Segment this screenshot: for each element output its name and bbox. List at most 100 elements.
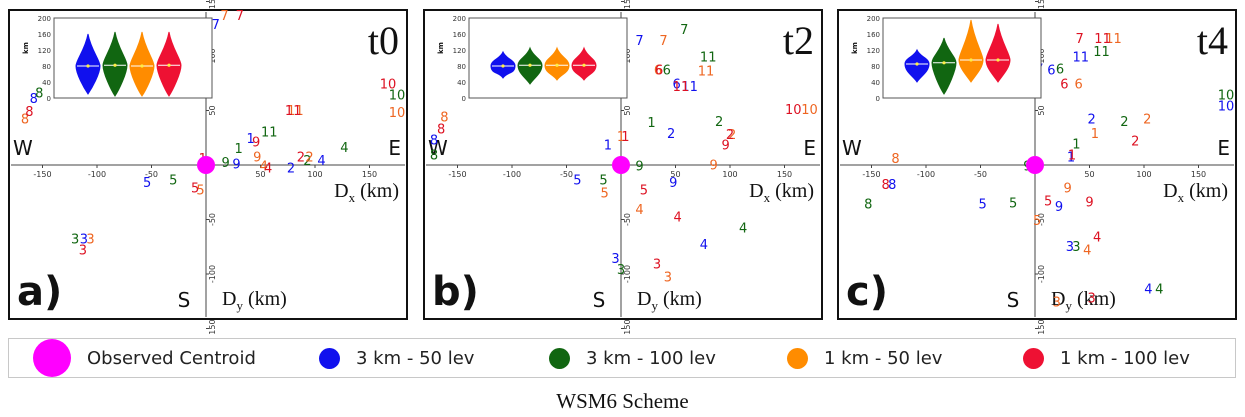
inset-axis-label: km (22, 42, 30, 54)
y-tick-label: -150 (1037, 319, 1046, 335)
data-point: 9 (253, 151, 261, 166)
data-point: 11 (700, 50, 717, 65)
data-point: 8 (430, 149, 438, 164)
data-point: 9 (1064, 181, 1072, 196)
data-point: 3 (1088, 291, 1096, 306)
data-point: 11 (698, 65, 715, 80)
data-point: 2 (1088, 113, 1096, 128)
x-tick-label: 50 (255, 170, 265, 179)
data-point: 3 (80, 232, 88, 247)
data-point: 2 (287, 162, 295, 177)
data-point: 1 (617, 130, 625, 145)
data-point: 10 (785, 103, 802, 118)
data-point: 3 (1053, 296, 1061, 311)
inset-violin (931, 37, 957, 95)
legend: Observed Centroid 3 km - 50 lev 3 km - 100… (8, 338, 1236, 378)
data-point: 4 (739, 222, 747, 237)
data-point: 1 (1067, 151, 1075, 166)
data-point: 11 (1093, 45, 1110, 60)
data-point: 4 (1144, 283, 1152, 298)
inset-tick-label: 200 (867, 15, 880, 23)
inset-axis-label: km (437, 42, 445, 54)
legend-label: 1 km - 100 lev (1060, 347, 1190, 369)
x-tick-label: -100 (503, 170, 521, 179)
data-point: 2 (1131, 134, 1139, 149)
panel-letter: b) (432, 269, 479, 315)
inset-violin-chart: 200 160 120 80 40 0 km (851, 15, 1042, 103)
inset-violin (129, 31, 155, 97)
compass-west: W (13, 136, 33, 160)
data-point: 3 (79, 243, 87, 258)
data-point: 11 (681, 80, 698, 95)
data-point: 7 (212, 18, 220, 33)
data-point: 4 (674, 211, 682, 226)
time-label: t2 (783, 18, 814, 63)
data-point: 11 (1073, 50, 1090, 65)
compass-south: S (1007, 288, 1020, 312)
inset-median-dot (915, 62, 919, 66)
y-tick-label: -150 (623, 319, 632, 335)
data-point: 10 (1218, 89, 1235, 104)
compass-west: W (842, 136, 862, 160)
data-point: 6 (1060, 78, 1068, 93)
data-point: 9 (669, 176, 677, 191)
inset-tick-label: 40 (457, 79, 466, 87)
compass-east: E (388, 136, 401, 160)
data-point: 7 (236, 9, 244, 24)
inset-tick-label: 0 (47, 95, 51, 103)
inset-median-dot (86, 64, 90, 68)
y-tick-label: 50 (208, 105, 217, 115)
y-tick-label: 150 (1037, 0, 1046, 9)
data-point: 11 (285, 104, 302, 119)
y-tick-label: -50 (208, 213, 217, 226)
data-point: 2 (726, 128, 734, 143)
inset-tick-label: 40 (42, 79, 51, 87)
panel-3: -150-100-505010015015010050-50-100-150NS… (837, 0, 1237, 335)
inset-tick-label: 200 (453, 15, 466, 23)
data-point: 6 (655, 64, 663, 79)
compass-south: S (178, 288, 191, 312)
x-tick-label: -150 (862, 170, 880, 179)
data-point: 3 (71, 232, 79, 247)
legend-item: 3 km - 100 lev (549, 339, 716, 377)
x-tick-label: -50 (560, 170, 573, 179)
legend-label: 3 km - 50 lev (356, 347, 475, 369)
inset-median-dot (942, 61, 946, 65)
x-tick-label: 50 (1084, 170, 1094, 179)
legend-swatch (319, 347, 340, 369)
compass-east: E (803, 136, 816, 160)
data-point: 5 (573, 174, 581, 189)
data-point: 2 (303, 154, 311, 169)
inset-median-dot (167, 63, 171, 67)
inset-median-dot (555, 63, 559, 67)
data-point: 8 (864, 198, 872, 213)
compass-east: E (1217, 136, 1230, 160)
y-tick-label: -100 (1037, 265, 1046, 283)
panel-1: -150-100-505010015015010050-50-100-150NS… (8, 0, 408, 335)
time-label: t4 (1197, 18, 1228, 63)
data-point: 4 (317, 154, 325, 169)
data-point: 8 (440, 110, 448, 125)
inset-violin (904, 48, 930, 83)
inset-tick-label: 40 (871, 79, 880, 87)
data-point: 6 (1074, 78, 1082, 93)
inset-median-dot (113, 63, 117, 67)
y-tick-label: -150 (208, 319, 217, 335)
data-point: 5 (599, 174, 607, 189)
data-point: 5 (169, 174, 177, 189)
data-point: 9 (1085, 195, 1093, 210)
legend-label: 1 km - 50 lev (824, 347, 943, 369)
x-tick-label: -50 (145, 170, 158, 179)
data-point: 3 (653, 258, 661, 273)
data-point: 7 (220, 9, 228, 24)
data-point: 5 (1033, 214, 1041, 229)
data-point: 10 (389, 89, 406, 104)
data-point: 10 (801, 103, 818, 118)
inset-tick-label: 0 (876, 95, 880, 103)
data-point: 4 (264, 162, 272, 177)
data-point: 7 (1076, 32, 1084, 47)
legend-item: 3 km - 50 lev (319, 339, 474, 377)
y-axis-label: Dy (km) (222, 288, 287, 313)
data-point: 9 (232, 157, 240, 172)
legend-swatch (787, 347, 808, 369)
